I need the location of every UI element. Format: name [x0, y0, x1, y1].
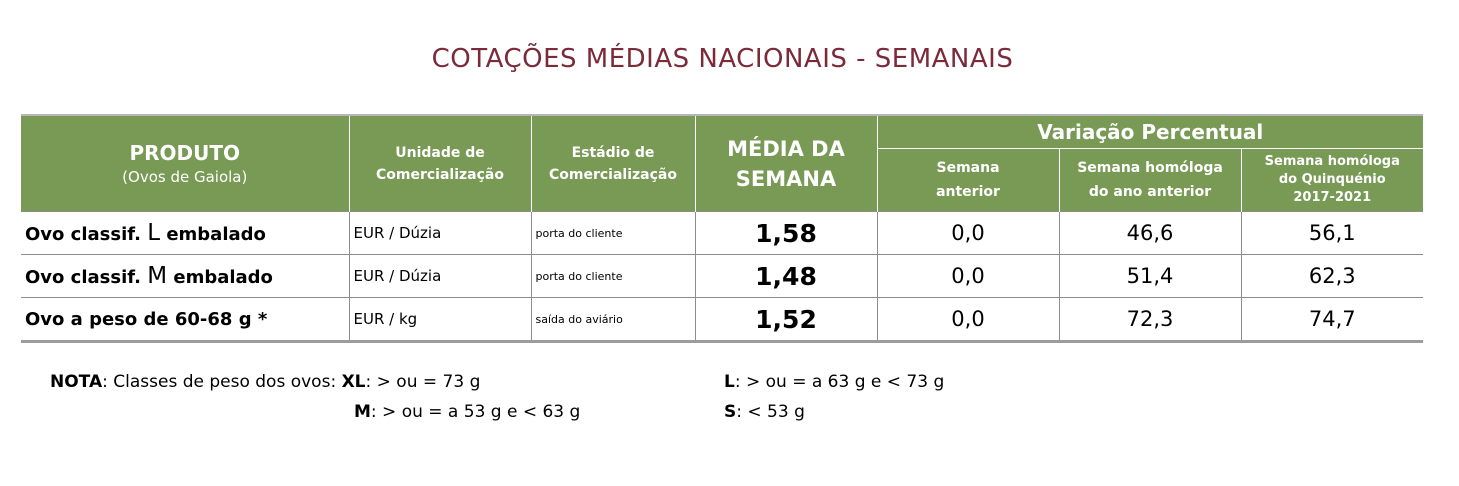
homologous-week-cell: 72,3	[1059, 297, 1242, 343]
average-cell: 1,58	[695, 211, 878, 255]
header-quinquenio: Semana homóloga do Quinquénio 2017-2021	[1241, 148, 1424, 212]
unit-cell: EUR / Dúzia	[349, 254, 532, 298]
header-homologa-line2: do ano anterior	[1088, 184, 1212, 200]
note-m-text: : > ou = a 53 g e < 63 g	[370, 402, 581, 422]
product-cell: Ovo classif. M embalado	[21, 254, 350, 298]
header-produto-sub: (Ovos de Gaiola)	[122, 167, 248, 186]
stage-cell: porta do cliente	[531, 211, 696, 255]
header-variacao: Variação Percentual	[877, 114, 1424, 149]
table-row: Ovo classif. M embalado EUR / Dúzia port…	[21, 254, 1424, 298]
product-cell: Ovo classif. L embalado	[21, 211, 350, 255]
homologous-week-cell: 51,4	[1059, 254, 1242, 298]
product-name: Ovo classif.	[25, 224, 141, 245]
product-class: M	[147, 263, 168, 289]
header-quinquenio-line2: do Quinquénio	[1278, 172, 1386, 187]
homologous-week-cell: 46,6	[1059, 211, 1242, 255]
product-name: Ovo a peso de 60-68 g *	[25, 308, 268, 330]
table-row: Ovo a peso de 60-68 g * EUR / kg saída d…	[21, 297, 1424, 343]
header-produto-label: PRODUTO	[129, 140, 241, 165]
previous-week-cell: 0,0	[877, 297, 1060, 343]
header-media: MÉDIA DA SEMANA	[695, 114, 878, 212]
unit-cell: EUR / Dúzia	[349, 211, 532, 255]
stage-cell: porta do cliente	[531, 254, 696, 298]
previous-week-cell: 0,0	[877, 254, 1060, 298]
note-l-text: : > ou = a 63 g e < 73 g	[734, 372, 945, 392]
unit-cell: EUR / kg	[349, 297, 532, 343]
note-label: NOTA	[50, 372, 103, 392]
note-m-label: M	[354, 402, 371, 422]
note-s-label: S	[724, 402, 737, 422]
header-unidade-line2: Comercialização	[376, 166, 504, 183]
header-estadio: Estádio de Comercialização	[531, 114, 696, 212]
header-unidade-line1: Unidade de	[395, 144, 485, 161]
header-estadio-line1: Estádio de	[571, 144, 655, 161]
header-semana-anterior-line1: Semana	[936, 160, 1000, 176]
note-xl-label: XL	[341, 372, 366, 392]
page-title: COTAÇÕES MÉDIAS NACIONAIS - SEMANAIS	[431, 44, 1014, 74]
header-quinquenio-line1: Semana homóloga	[1264, 154, 1400, 169]
product-name: Ovo classif.	[25, 267, 141, 288]
previous-week-cell: 0,0	[877, 211, 1060, 255]
product-suffix: embalado	[166, 224, 266, 245]
header-semana-anterior: Semana anterior	[877, 148, 1060, 212]
note-line-m: M: > ou = a 53 g e < 63 g	[354, 402, 580, 422]
header-media-line1: MÉDIA DA	[727, 136, 845, 161]
price-table: PRODUTO (Ovos de Gaiola) Unidade de Come…	[21, 114, 1424, 343]
header-homologa: Semana homóloga do ano anterior	[1059, 148, 1242, 212]
average-cell: 1,52	[695, 297, 878, 343]
product-cell: Ovo a peso de 60-68 g *	[21, 297, 350, 343]
note-line-1: NOTA: Classes de peso dos ovos: XL: > ou…	[50, 372, 480, 392]
quinquennium-cell: 56,1	[1241, 211, 1424, 255]
note-line-s: S: < 53 g	[724, 402, 805, 422]
table-row: Ovo classif. L embalado EUR / Dúzia port…	[21, 211, 1424, 255]
stage-cell: saída do aviário	[531, 297, 696, 343]
note-l-label: L	[724, 372, 735, 392]
quinquennium-cell: 74,7	[1241, 297, 1424, 343]
header-quinquenio-line3: 2017-2021	[1293, 190, 1372, 205]
header-media-line2: SEMANA	[735, 166, 837, 191]
header-homologa-line1: Semana homóloga	[1077, 160, 1223, 176]
header-semana-anterior-line2: anterior	[936, 184, 1000, 200]
note-xl-text: : > ou = 73 g	[365, 372, 481, 392]
header-produto: PRODUTO (Ovos de Gaiola)	[21, 114, 350, 212]
note-line-l: L: > ou = a 63 g e < 73 g	[724, 372, 944, 392]
header-unidade: Unidade de Comercialização	[349, 114, 532, 212]
header-estadio-line2: Comercialização	[549, 166, 677, 183]
product-class: L	[147, 220, 161, 246]
quinquennium-cell: 62,3	[1241, 254, 1424, 298]
product-suffix: embalado	[173, 267, 273, 288]
note-intro: : Classes de peso dos ovos:	[102, 372, 342, 392]
average-cell: 1,48	[695, 254, 878, 298]
note-s-text: : < 53 g	[736, 402, 805, 422]
